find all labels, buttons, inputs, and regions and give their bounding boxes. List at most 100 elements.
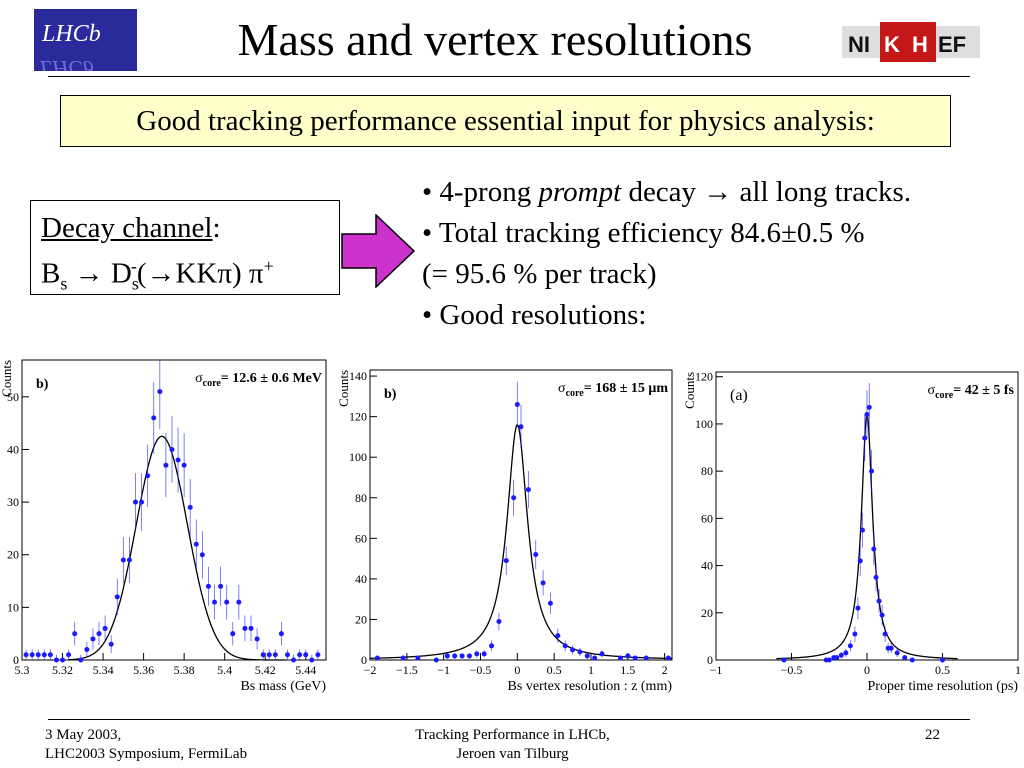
data-point <box>584 653 590 659</box>
data-point <box>35 652 41 658</box>
data-point <box>474 651 480 657</box>
data-point <box>902 655 908 661</box>
y-axis-label: Counts <box>336 370 351 407</box>
data-point <box>643 655 649 661</box>
plot-frame <box>369 369 673 661</box>
decay-ds-sub: s <box>131 273 139 294</box>
footer-talk-info: Tracking Performance in LHCb, Jeroen van… <box>380 726 645 764</box>
data-point <box>120 557 126 563</box>
data-point <box>452 653 458 659</box>
data-point <box>843 650 849 656</box>
data-point <box>218 583 224 589</box>
data-point <box>838 652 844 658</box>
data-point <box>151 415 157 421</box>
data-point <box>882 631 888 637</box>
data-point <box>139 499 145 505</box>
data-point <box>834 655 840 661</box>
y-tick-label: 40 <box>355 572 367 586</box>
y-tick-label: 120 <box>695 370 713 384</box>
panel-label: b) <box>36 377 49 392</box>
data-point <box>315 652 321 658</box>
y-tick-label: 30 <box>7 495 19 509</box>
data-point <box>869 468 875 474</box>
data-point <box>665 655 671 661</box>
x-axis-label: Proper time resolution (ps) <box>868 679 1019 694</box>
data-point <box>518 424 524 430</box>
plot-frame <box>21 359 327 661</box>
slide-title: Mass and vertex resolutions <box>237 14 753 65</box>
data-point <box>555 633 561 639</box>
data-point <box>855 605 861 611</box>
svg-text:EF: EF <box>938 32 966 57</box>
data-point <box>108 641 114 647</box>
lhcb-logo: LHCb LHCb <box>34 9 137 71</box>
data-point <box>199 552 205 558</box>
data-point <box>284 652 290 658</box>
x-tick-label: −0.5 <box>470 663 492 677</box>
data-point <box>444 653 450 659</box>
data-point <box>599 651 605 657</box>
right-arrow-icon <box>341 214 416 288</box>
data-point <box>297 652 303 658</box>
data-point <box>291 657 297 663</box>
data-point <box>625 653 631 659</box>
data-point <box>266 652 272 658</box>
y-tick-label: 40 <box>701 559 713 573</box>
footer-divider <box>48 719 970 720</box>
data-point <box>577 649 583 655</box>
x-tick-label: 1.5 <box>620 663 635 677</box>
data-point <box>212 599 218 605</box>
data-point <box>533 552 539 558</box>
y-tick-label: 60 <box>355 531 367 545</box>
y-tick-label: 60 <box>701 511 713 525</box>
title-divider <box>48 76 970 77</box>
data-point <box>847 643 853 649</box>
data-point <box>224 599 230 605</box>
data-point <box>175 457 181 463</box>
x-tick-label: 0.5 <box>547 663 562 677</box>
data-point <box>540 580 546 586</box>
data-point <box>169 446 175 452</box>
data-point <box>78 657 84 663</box>
decay-rest: (→KKπ) π <box>136 257 264 290</box>
data-point <box>163 462 169 468</box>
decay-heading-label: Decay channel <box>41 212 213 244</box>
sigma-core-annotation: σcore= 12.6 ± 0.6 MeV <box>195 371 322 389</box>
svg-text:LHCb: LHCb <box>39 56 94 71</box>
sigma-symbol: σ <box>928 383 936 398</box>
data-point <box>879 612 885 618</box>
decay-channel-box: Decay channel: Bs → Ds-(→KKπ) π+ <box>30 200 340 295</box>
bullet-item-per-track: (= 95.6 % per track) <box>422 258 657 290</box>
data-point <box>242 625 248 631</box>
y-tick-label: 140 <box>349 369 367 383</box>
data-point <box>481 651 487 657</box>
vertex-resolution-histogram: −2 −1.5 −1 −0.5 0 0.5 1 1.5 2020406080100120140B… <box>336 369 673 694</box>
sigma-value: = 42 ± 5 fs <box>953 383 1014 398</box>
x-tick-label: 5.44 <box>295 663 316 677</box>
data-point <box>272 652 278 658</box>
y-tick-label: 80 <box>355 491 367 505</box>
x-tick-label: 5.42 <box>255 663 276 677</box>
y-tick-label: 50 <box>7 390 19 404</box>
data-point <box>852 631 858 637</box>
nikhef-logo: NI K H EF <box>842 16 980 68</box>
data-point <box>205 583 211 589</box>
data-point <box>826 657 832 663</box>
y-tick-label: 0 <box>361 653 367 667</box>
y-tick-label: 100 <box>349 450 367 464</box>
decay-b-sub: s <box>60 273 68 294</box>
data-point <box>592 655 598 661</box>
sigma-subscript: core <box>566 388 585 399</box>
data-point <box>466 653 472 659</box>
y-tick-label: 10 <box>7 600 19 614</box>
decay-arrow-d: → D <box>67 257 132 290</box>
x-axis-label: Bs vertex resolution : z (mm) <box>508 679 673 694</box>
y-tick-label: 0 <box>13 653 19 667</box>
sigma-value: = 168 ± 15 μm <box>584 381 669 396</box>
decay-heading-colon: : <box>212 212 221 244</box>
data-point <box>230 631 236 637</box>
highlight-box: Good tracking performance essential inpu… <box>60 95 951 147</box>
data-point <box>254 636 260 642</box>
x-tick-label: −1.5 <box>396 663 418 677</box>
decay-pi-sup: + <box>263 256 274 276</box>
